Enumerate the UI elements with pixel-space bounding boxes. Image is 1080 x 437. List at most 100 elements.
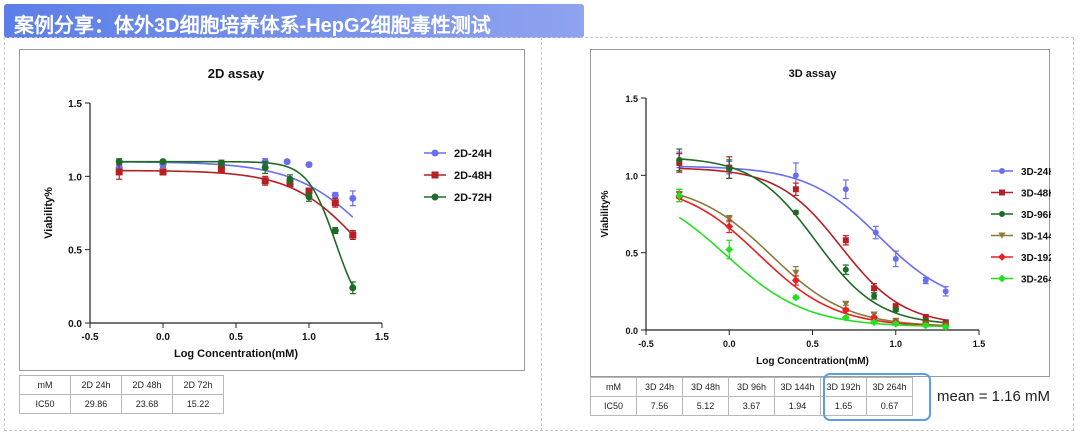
table-cell: 3D 96h: [728, 377, 775, 397]
data-point: [792, 209, 799, 216]
x-tick-label: 0.0: [723, 339, 736, 349]
dashed-frame: [4, 37, 1074, 431]
data-point: [159, 158, 167, 166]
table-cell: 3.67: [728, 396, 775, 416]
data-point: [842, 186, 849, 193]
data-point: [349, 194, 357, 202]
table-cell: 2D 48h: [121, 375, 173, 395]
data-point: [998, 274, 1006, 283]
data-point: [791, 276, 800, 285]
series-3d-48h: 3D-48H: [676, 153, 1051, 326]
series-3d-96h: 3D-96H: [676, 148, 1051, 327]
data-point: [941, 323, 950, 331]
dashed-divider: [541, 37, 542, 431]
y-tick-label: 1.0: [625, 171, 638, 181]
y-tick-label: 1.0: [68, 172, 82, 183]
data-point: [792, 186, 799, 193]
data-point: [261, 177, 269, 185]
data-point: [675, 191, 684, 200]
mean-ic50-note: mean = 1.16 mM: [937, 388, 1050, 405]
x-tick-label: 0.5: [806, 339, 819, 349]
fit-curve: [119, 169, 354, 236]
data-point: [676, 156, 683, 163]
data-point: [842, 300, 850, 308]
data-point: [922, 277, 929, 284]
x-tick-label: -0.5: [638, 339, 654, 349]
x-tick-label: 0.0: [156, 332, 170, 343]
chart-3d-assay: 3D assay -0.5 0.0 0.5 1.0 1.5 0.0 0.5 1.0 1.5 Log …: [590, 49, 1051, 377]
chart-2d-svg: 2D assay -0.5 0.0 0.5 1.0 1.5 0.0 0.5 1.0 1.5 Log …: [43, 66, 492, 360]
table-cell: 3D 24h: [636, 377, 683, 397]
y-tick-label: 1.5: [68, 99, 82, 110]
data-point: [872, 229, 879, 236]
data-point: [792, 269, 800, 277]
table-cell: 15.22: [172, 394, 224, 414]
data-point: [942, 288, 949, 295]
y-tick-label: 0.5: [625, 249, 638, 259]
legend-label: 3D-144H: [1021, 232, 1051, 243]
data-point: [841, 305, 850, 314]
data-point: [999, 189, 1005, 196]
data-point: [891, 319, 900, 328]
x-tick-label: 1.0: [302, 332, 316, 343]
data-point: [892, 303, 899, 310]
fit-curve: [679, 158, 946, 324]
legend-label: 3D-96H: [1021, 210, 1051, 221]
data-point: [892, 255, 899, 262]
legend-label: 3D-24H: [1021, 167, 1051, 178]
legend-label: 3D-48H: [1021, 189, 1051, 200]
data-point: [871, 285, 878, 292]
data-point: [998, 253, 1006, 261]
data-point: [331, 227, 339, 235]
data-point: [871, 292, 878, 299]
data-point: [331, 191, 339, 199]
data-point: [305, 187, 313, 195]
fit-curve: [679, 167, 946, 321]
table-cell: 5.12: [682, 396, 729, 416]
data-point: [283, 158, 291, 166]
series-2d-24h: 2D-24H: [115, 148, 492, 218]
data-point: [726, 166, 733, 173]
data-point: [115, 168, 123, 176]
data-point: [792, 172, 799, 179]
data-point: [892, 306, 899, 313]
data-point: [305, 161, 313, 169]
title-banner: 案例分享：体外3D细胞培养体系-HepG2细胞毒性测试: [4, 4, 584, 38]
y-axis-label: Viability%: [43, 187, 55, 239]
data-point: [725, 245, 734, 254]
table-header-row: mM 3D 24h 3D 48h 3D 96h 3D 144h 3D 192h …: [590, 377, 913, 397]
data-point: [999, 211, 1005, 217]
legend-label: 2D-24H: [454, 148, 492, 160]
table-cell: 1.65: [820, 396, 867, 416]
ic50-table-2d: mM 2D 24h 2D 48h 2D 72h IC50 29.86 23.68…: [19, 375, 224, 414]
x-tick-label: 1.5: [973, 339, 986, 349]
data-point: [431, 193, 439, 201]
chart-title: 2D assay: [208, 66, 265, 81]
fit-curve: [679, 198, 946, 327]
y-tick-label: 0.0: [625, 326, 638, 336]
table-cell: 1.94: [774, 396, 821, 416]
data-point: [159, 168, 167, 176]
data-point: [286, 175, 294, 183]
table-cell: 3D 48h: [682, 377, 729, 397]
legend-label: 3D-264H: [1021, 275, 1051, 286]
x-tick-label: 1.5: [375, 332, 389, 343]
data-point: [725, 215, 733, 222]
legend-label: 2D-48H: [454, 170, 492, 182]
data-point: [115, 158, 123, 166]
fit-curve: [119, 160, 354, 287]
series-3d-264h: 3D-264H: [675, 188, 1051, 331]
fit-curve: [679, 165, 947, 289]
table-cell: IC50: [590, 396, 637, 416]
highlight-box: [823, 373, 931, 421]
data-point: [791, 293, 800, 302]
table-cell: 2D 72h: [172, 375, 224, 395]
legend-label: 3D-192H: [1021, 253, 1051, 264]
data-point: [842, 237, 849, 244]
data-point: [217, 159, 225, 167]
data-point: [842, 266, 849, 273]
chart-2d-assay: 2D assay -0.5 0.0 0.5 1.0 1.5 0.0 0.5 1.0 1.5 Log …: [19, 49, 525, 371]
data-point: [998, 232, 1006, 239]
data-point: [349, 284, 357, 292]
chart-title: 3D assay: [789, 68, 838, 80]
